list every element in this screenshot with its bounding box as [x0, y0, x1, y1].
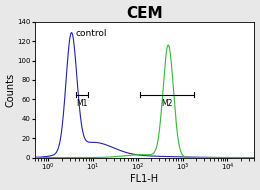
Text: control: control [76, 29, 107, 39]
Text: M1: M1 [76, 99, 88, 108]
Y-axis label: Counts: Counts [5, 73, 16, 107]
X-axis label: FL1-H: FL1-H [131, 174, 159, 184]
Title: CEM: CEM [126, 6, 163, 21]
Text: M2: M2 [161, 99, 173, 108]
